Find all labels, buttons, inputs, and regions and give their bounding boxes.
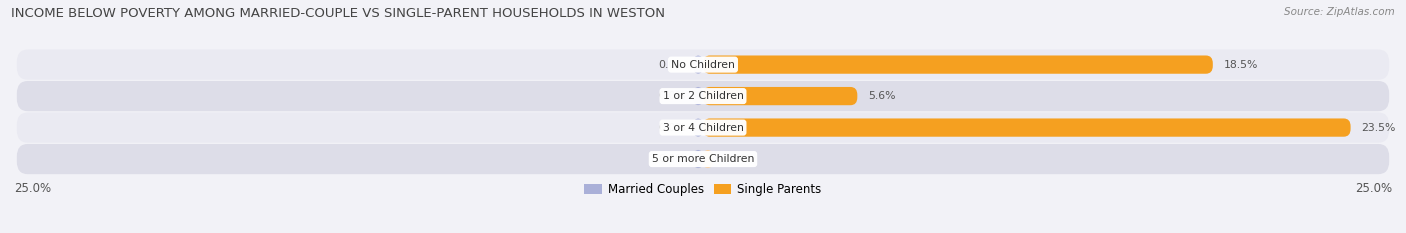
Text: 0.0%: 0.0%	[659, 123, 686, 133]
FancyBboxPatch shape	[703, 118, 1351, 137]
Text: 25.0%: 25.0%	[14, 182, 51, 195]
Text: No Children: No Children	[671, 60, 735, 70]
FancyBboxPatch shape	[17, 144, 1389, 174]
FancyBboxPatch shape	[703, 150, 713, 168]
FancyBboxPatch shape	[693, 87, 703, 105]
Text: 0.0%: 0.0%	[724, 154, 751, 164]
FancyBboxPatch shape	[693, 150, 703, 168]
FancyBboxPatch shape	[703, 87, 858, 105]
Text: Source: ZipAtlas.com: Source: ZipAtlas.com	[1284, 7, 1395, 17]
FancyBboxPatch shape	[17, 113, 1389, 143]
Text: 5 or more Children: 5 or more Children	[652, 154, 754, 164]
Text: 23.5%: 23.5%	[1361, 123, 1396, 133]
Text: 0.0%: 0.0%	[659, 154, 686, 164]
Text: 5.6%: 5.6%	[869, 91, 896, 101]
FancyBboxPatch shape	[17, 81, 1389, 111]
Legend: Married Couples, Single Parents: Married Couples, Single Parents	[579, 178, 827, 201]
FancyBboxPatch shape	[693, 55, 703, 74]
Text: 18.5%: 18.5%	[1223, 60, 1258, 70]
Text: 1 or 2 Children: 1 or 2 Children	[662, 91, 744, 101]
Text: INCOME BELOW POVERTY AMONG MARRIED-COUPLE VS SINGLE-PARENT HOUSEHOLDS IN WESTON: INCOME BELOW POVERTY AMONG MARRIED-COUPL…	[11, 7, 665, 20]
Text: 0.0%: 0.0%	[659, 91, 686, 101]
Text: 3 or 4 Children: 3 or 4 Children	[662, 123, 744, 133]
Text: 0.0%: 0.0%	[659, 60, 686, 70]
FancyBboxPatch shape	[17, 49, 1389, 80]
FancyBboxPatch shape	[693, 118, 703, 137]
Text: 25.0%: 25.0%	[1355, 182, 1392, 195]
FancyBboxPatch shape	[703, 55, 1213, 74]
